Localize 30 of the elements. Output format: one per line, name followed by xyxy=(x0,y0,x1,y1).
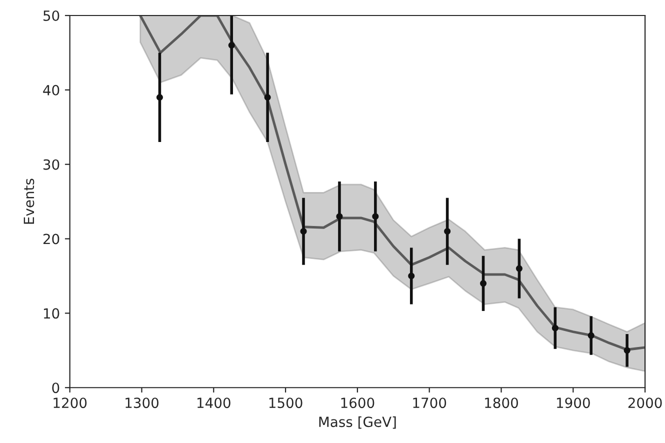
x-tick-label: 1600 xyxy=(341,398,374,408)
x-tick-label: 1500 xyxy=(269,398,302,408)
y-tick-label: 40 xyxy=(43,84,60,96)
x-tick-label: 1200 xyxy=(54,398,87,408)
x-tick-label: 2000 xyxy=(628,398,662,408)
point xyxy=(516,265,522,272)
point xyxy=(264,94,271,101)
y-tick-label: 50 xyxy=(44,10,60,21)
x-tick-label: 1400 xyxy=(197,398,230,408)
point xyxy=(588,332,594,339)
point xyxy=(408,272,415,280)
point xyxy=(624,347,630,354)
point xyxy=(480,280,487,287)
point xyxy=(552,324,558,332)
x-tick-label: 1300 xyxy=(126,398,158,408)
y-tick-label: 30 xyxy=(43,159,60,170)
x-tick-label: 1800 xyxy=(485,398,518,408)
point xyxy=(228,42,235,49)
y-tick-label: 20 xyxy=(43,234,60,244)
point xyxy=(372,213,379,220)
point xyxy=(444,228,451,235)
y-tick-label: 0 xyxy=(52,382,60,394)
x-tick-label: 1700 xyxy=(413,398,446,408)
x-axis-title: Mass [GeV] xyxy=(319,416,396,429)
point xyxy=(336,213,343,220)
y-axis-title: Events xyxy=(24,178,34,224)
x-tick-label: 1900 xyxy=(557,398,590,408)
point xyxy=(300,228,307,235)
point xyxy=(156,94,163,101)
y-tick-label: 10 xyxy=(44,308,60,319)
